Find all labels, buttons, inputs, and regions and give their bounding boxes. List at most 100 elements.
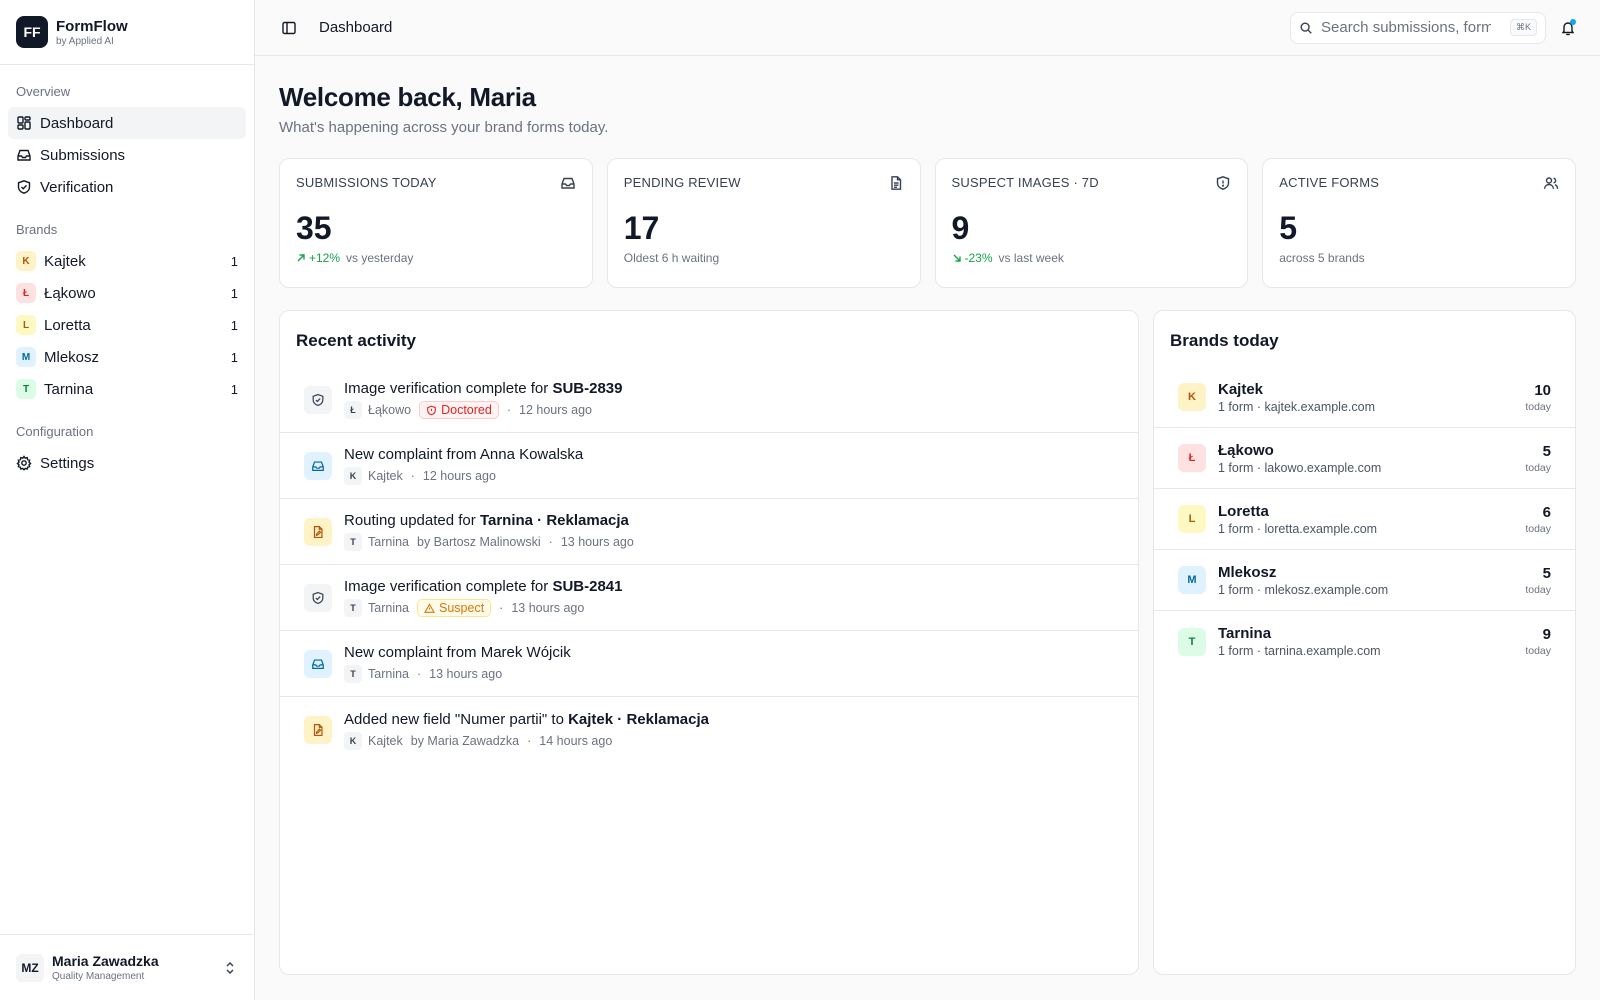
sidebar-item-brand-łąkowo[interactable]: Ł Łąkowo 1: [8, 277, 246, 309]
search-box[interactable]: ⌘K: [1290, 11, 1546, 44]
notifications-button[interactable]: [1552, 12, 1584, 44]
user-role: Quality Management: [52, 971, 145, 982]
sidebar-item-submissions[interactable]: Submissions: [8, 139, 246, 171]
brand-today-row[interactable]: M Mlekosz 1 form · mlekosz.example.com 5 tod…: [1154, 550, 1575, 611]
brand-count-value: 6: [1542, 503, 1551, 521]
activity-item[interactable]: Image verification complete for SUB-2841…: [280, 565, 1138, 631]
status-badge-label: Suspect: [439, 601, 485, 615]
sidebar-item-brand-loretta[interactable]: L Loretta 1: [8, 309, 246, 341]
brand-detail: 1 form · lakowo.example.com: [1218, 460, 1382, 475]
activity-meta: Ł Łąkowo Doctored · 12 hours ago: [344, 401, 622, 419]
sidebar-toggle-button[interactable]: [273, 12, 305, 44]
app-name: FormFlow: [56, 17, 128, 35]
stat-sub: across 5 brands: [1279, 251, 1559, 265]
sidebar-item-label: Settings: [40, 454, 95, 472]
app-subtitle: by Applied AI: [56, 35, 114, 47]
stat-value: 17: [623, 210, 660, 246]
brand-badge: T: [344, 599, 362, 617]
brand-detail: 1 form · kajtek.example.com: [1218, 399, 1375, 414]
separator: ·: [410, 469, 415, 483]
activity-item[interactable]: New complaint from Anna Kowalska K Kajtek ·…: [280, 433, 1138, 499]
activity-time: 13 hours ago: [560, 535, 634, 549]
shield-check-icon: [17, 180, 31, 194]
sidebar-item-verification[interactable]: Verification: [8, 171, 246, 203]
page-title: Welcome back, Maria: [279, 82, 536, 112]
recent-activity-panel: Recent activity Image verification compl…: [279, 310, 1139, 975]
stat-sub-text: vs last week: [998, 251, 1064, 265]
recent-activity-title: Recent activity: [296, 331, 416, 350]
stat-delta: -23%: [952, 251, 993, 265]
sidebar-item-brand-kajtek[interactable]: K Kajtek 1: [8, 245, 246, 277]
activity-title-text: New complaint from Anna Kowalska: [344, 446, 584, 463]
stat-sub: Oldest 6 h waiting: [624, 251, 904, 265]
brand-today-row[interactable]: Ł Łąkowo 1 form · lakowo.example.com 5 today: [1154, 428, 1575, 489]
nav-heading-overview: Overview: [16, 83, 71, 99]
user-menu[interactable]: MZ Maria Zawadzka Quality Management: [0, 934, 254, 1000]
stat-card: SUBMISSIONS TODAY 35 +12% vs yesterday: [279, 158, 593, 288]
activity-meta: T Tarnina Suspect · 13 hours ago: [344, 599, 622, 617]
activity-time: 13 hours ago: [429, 667, 503, 681]
sidebar-item-brand-tarnina[interactable]: T Tarnina 1: [8, 373, 246, 405]
brand-detail: 1 form · mlekosz.example.com: [1218, 582, 1389, 597]
activity-brand: Kajtek: [368, 469, 403, 483]
sidebar-item-brand-mlekosz[interactable]: M Mlekosz 1: [8, 341, 246, 373]
sidebar-item-label: Mlekosz: [44, 348, 100, 366]
brand-count: 10 today: [1525, 382, 1551, 413]
activity-meta: T Tarnina by Bartosz Malinowski · 13 hours a…: [344, 533, 634, 551]
inbox-icon: [560, 175, 576, 191]
activity-item[interactable]: New complaint from Marek Wójcik T Tarnina ·…: [280, 631, 1138, 697]
dashboard-icon: [17, 116, 31, 130]
app-logo: FF: [16, 16, 48, 48]
brand-count: 5 today: [1525, 565, 1551, 596]
activity-brand: Tarnina: [368, 601, 409, 615]
activity-brand: Łąkowo: [368, 403, 412, 417]
activity-icon: [304, 451, 332, 480]
brand-badge: T: [344, 533, 362, 551]
status-badge-label: Doctored: [441, 403, 492, 417]
activity-item[interactable]: Added new field "Numer partii" to Kajtek…: [280, 697, 1138, 763]
brand-badge: L: [16, 315, 36, 335]
activity-target: Tarnina · Reklamacja: [479, 512, 629, 529]
brand-count: 1: [230, 381, 238, 397]
search-input[interactable]: [1321, 19, 1491, 36]
topbar: Dashboard ⌘K: [255, 0, 1600, 56]
brand-count-label: today: [1525, 461, 1551, 474]
page-subtitle: What's happening across your brand forms…: [279, 119, 609, 136]
sidebar-item-label: Łąkowo: [44, 284, 96, 302]
separator: ·: [499, 601, 504, 615]
stat-value: 5: [1279, 210, 1298, 246]
app-header[interactable]: FF FormFlow by Applied AI: [0, 0, 254, 65]
activity-time: 12 hours ago: [422, 469, 496, 483]
brand-badge: M: [1178, 566, 1206, 594]
activity-item[interactable]: Routing updated for Tarnina · Reklamacja…: [280, 499, 1138, 565]
stat-value: 35: [296, 210, 332, 246]
activity-item[interactable]: Image verification complete for SUB-2839…: [280, 367, 1138, 433]
brand-today-row[interactable]: T Tarnina 1 form · tarnina.example.com 9 tod…: [1154, 611, 1575, 672]
brand-badge: K: [344, 731, 362, 750]
brand-today-row[interactable]: L Loretta 1 form · loretta.example.com 6 tod…: [1154, 489, 1575, 550]
activity-brand: Tarnina: [368, 535, 409, 549]
nav-heading-brands: Brands: [16, 221, 58, 237]
brands-today-title: Brands today: [1170, 331, 1279, 350]
separator: ·: [417, 667, 422, 681]
sidebar-item-settings[interactable]: Settings: [8, 447, 246, 479]
brand-badge: Ł: [1178, 444, 1206, 472]
brand-name: Tarnina: [1218, 625, 1272, 642]
activity-author: by Maria Zawadzka: [410, 733, 520, 748]
brand-count: 1: [230, 253, 238, 269]
stat-card: SUSPECT IMAGES · 7D 9 -23% vs last week: [934, 158, 1249, 288]
brand-count: 5 today: [1525, 443, 1551, 474]
activity-title: Image verification complete for SUB-2839: [344, 380, 622, 397]
search-shortcut: ⌘K: [1509, 19, 1537, 36]
user-name: Maria Zawadzka: [52, 953, 159, 969]
brand-today-row[interactable]: K Kajtek 1 form · kajtek.example.com 10 toda…: [1154, 367, 1575, 428]
brand-count-value: 5: [1542, 564, 1551, 582]
activity-meta: K Kajtek by Maria Zawadzka · 14 hours ago: [344, 731, 709, 750]
status-badge: Suspect: [417, 599, 492, 617]
sidebar-item-dashboard[interactable]: Dashboard: [8, 107, 246, 139]
stat-label: ACTIVE FORMS: [1279, 175, 1380, 190]
inbox-icon: [312, 460, 324, 471]
activity-time: 14 hours ago: [539, 733, 613, 748]
activity-title: New complaint from Anna Kowalska: [344, 446, 583, 463]
stat-value: 9: [951, 210, 970, 246]
